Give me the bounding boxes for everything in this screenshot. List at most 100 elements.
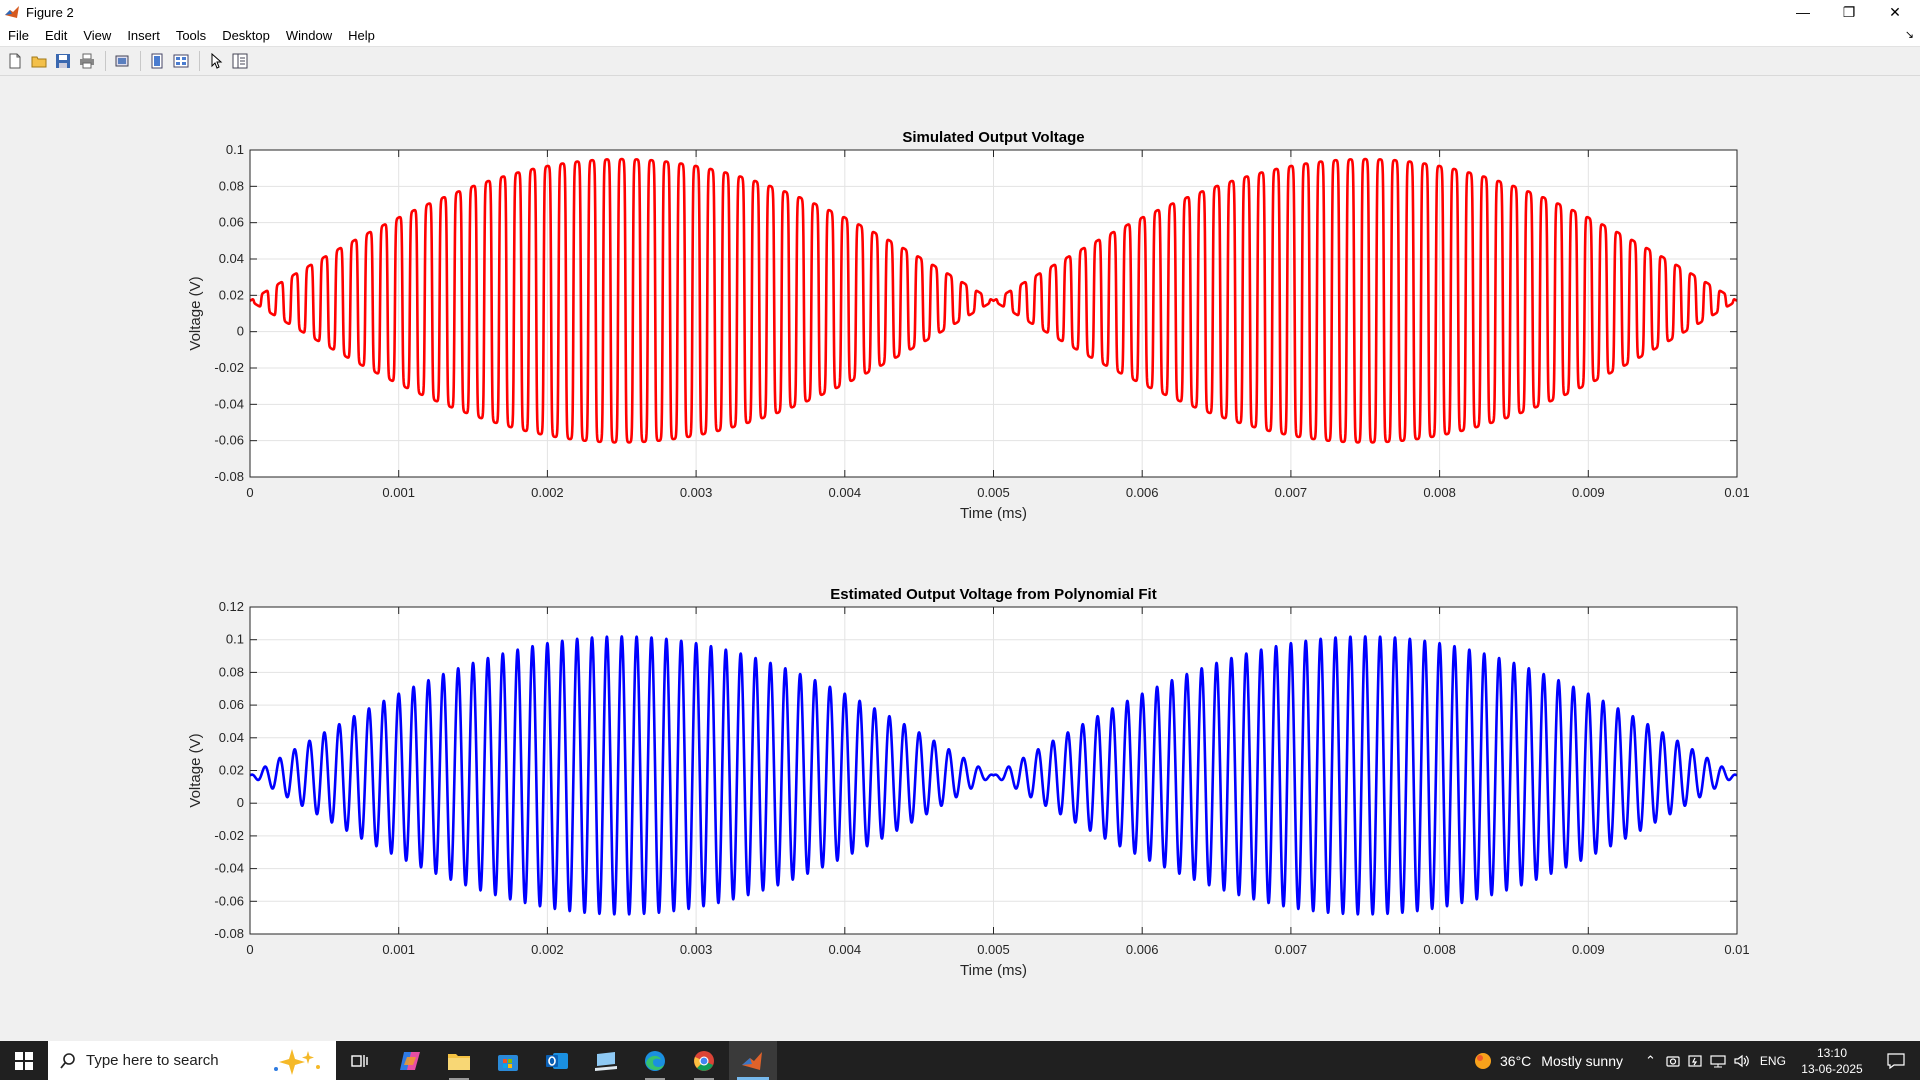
- matlab-icon: [742, 1051, 762, 1070]
- y-tick-label: -0.06: [214, 433, 244, 448]
- axes-1: 0 0.001 0.002 0.003 0.004 0.005 0.006 0.007 0.00…: [187, 129, 1750, 522]
- network-icon[interactable]: [1710, 1054, 1726, 1068]
- menu-view[interactable]: View: [83, 27, 112, 43]
- x-tick-label: 0.009: [1572, 485, 1605, 500]
- x-tick-label: 0.001: [382, 942, 415, 957]
- x-tick-label: 0.007: [1275, 942, 1308, 957]
- edit-plot-arrow-icon: [211, 53, 223, 69]
- minimize-button[interactable]: —: [1780, 0, 1826, 24]
- y-tick-label: 0.06: [219, 697, 244, 712]
- hide-plot-tools-icon: [151, 53, 163, 69]
- notifications-icon: [1887, 1052, 1905, 1069]
- clock-time: 13:10: [1816, 1046, 1848, 1060]
- toolbar-separator: [199, 51, 200, 71]
- property-editor-button[interactable]: [229, 50, 251, 72]
- file-explorer-button[interactable]: [435, 1041, 483, 1080]
- microsoft-store-icon: [498, 1054, 518, 1071]
- chrome-button[interactable]: [680, 1041, 728, 1080]
- remote-desktop-button[interactable]: [582, 1041, 630, 1080]
- x-tick-label: 0.01: [1724, 485, 1749, 500]
- y-tick-label: -0.04: [214, 861, 244, 876]
- menu-edit[interactable]: Edit: [44, 27, 68, 43]
- file-explorer-icon: [448, 1053, 470, 1070]
- outlook-button[interactable]: [533, 1041, 581, 1080]
- weather-sun-icon: [1475, 1052, 1491, 1069]
- show-hidden-icons-icon[interactable]: ⌃: [1645, 1052, 1656, 1068]
- task-view-icon: [351, 1054, 368, 1067]
- windows-logo-icon: [15, 1051, 33, 1070]
- close-button[interactable]: ✕: [1872, 0, 1918, 24]
- remote-desktop-icon: [595, 1051, 617, 1071]
- matlab-taskbar-button[interactable]: [729, 1041, 777, 1080]
- menu-tools[interactable]: Tools: [175, 27, 207, 43]
- series-line: [248, 635, 1739, 916]
- weather-condition: Mostly sunny: [1541, 1052, 1623, 1069]
- battery-charging-icon[interactable]: [1688, 1054, 1702, 1068]
- x-tick-label: 0.006: [1126, 485, 1159, 500]
- x-tick-label: 0.008: [1423, 942, 1456, 957]
- menu-desktop[interactable]: Desktop: [222, 27, 270, 43]
- close-icon: ✕: [1889, 3, 1901, 20]
- hide-plot-tools-button[interactable]: [146, 50, 168, 72]
- property-editor-icon: [232, 53, 248, 69]
- print-button[interactable]: [76, 50, 98, 72]
- print-preview-button[interactable]: [111, 50, 133, 72]
- notifications-button[interactable]: [1872, 1041, 1920, 1080]
- weather-widget[interactable]: 36°C Mostly sunny: [1472, 1041, 1623, 1080]
- y-tick-label: 0.08: [219, 178, 244, 193]
- x-tick-label: 0.005: [977, 485, 1010, 500]
- x-tick-label: 0.008: [1423, 485, 1456, 500]
- taskbar-clock[interactable]: 13:10 13-06-2025: [1796, 1045, 1868, 1077]
- volume-icon[interactable]: [1734, 1054, 1750, 1068]
- y-tick-label: 0.1: [226, 632, 244, 647]
- menu-window[interactable]: Window: [285, 27, 333, 43]
- taskbar-search-box[interactable]: Type here to search: [48, 1041, 336, 1080]
- print-preview-icon: [115, 55, 129, 67]
- chrome-icon: [694, 1050, 714, 1071]
- axes-box: [249, 149, 1738, 478]
- restore-icon: ❐: [1842, 3, 1856, 20]
- copilot-app-button[interactable]: [386, 1041, 434, 1080]
- menu-insert[interactable]: Insert: [127, 27, 160, 43]
- x-tick-label: 0: [246, 485, 253, 500]
- task-view-button[interactable]: [336, 1041, 384, 1080]
- toolbar-separator: [105, 51, 106, 71]
- x-tick-label: 0.002: [531, 942, 564, 957]
- figure-canvas: 0 0.001 0.002 0.003 0.004 0.005 0.006 0.007 0.00…: [0, 77, 1920, 1041]
- open-file-button[interactable]: [28, 50, 50, 72]
- new-figure-button[interactable]: [4, 50, 26, 72]
- restore-button[interactable]: ❐: [1826, 0, 1872, 24]
- print-icon: [80, 53, 94, 69]
- edge-button[interactable]: [631, 1041, 679, 1080]
- search-placeholder: Type here to search: [86, 1052, 219, 1069]
- weather-temperature: 36°C: [1500, 1052, 1532, 1069]
- y-tick-label: 0.06: [219, 215, 244, 230]
- x-tick-label: 0.01: [1724, 942, 1749, 957]
- y-tick-label: 0.1: [226, 142, 244, 157]
- x-tick-label: 0.006: [1126, 942, 1159, 957]
- menu-help[interactable]: Help: [348, 27, 375, 43]
- language-indicator[interactable]: ENG: [1759, 1053, 1786, 1068]
- y-tick-label: -0.04: [214, 396, 244, 411]
- show-plot-tools-button[interactable]: [170, 50, 192, 72]
- start-button[interactable]: [0, 1041, 48, 1080]
- y-tick-label: 0.12: [219, 599, 244, 614]
- menu-file[interactable]: File: [8, 27, 29, 43]
- microsoft-store-button[interactable]: [484, 1041, 532, 1080]
- edge-icon: [645, 1050, 665, 1071]
- y-tick-label: 0.02: [219, 763, 244, 778]
- x-axis-label: Time (ms): [960, 962, 1027, 979]
- windows-taskbar: Type here to search 36°C Mostly sunny ⌃: [0, 1041, 1920, 1080]
- save-button[interactable]: [52, 50, 74, 72]
- y-tick-label: 0.04: [219, 251, 244, 266]
- x-axis-label: Time (ms): [960, 505, 1027, 522]
- edit-plot-button[interactable]: [205, 50, 227, 72]
- y-tick-label: -0.08: [214, 469, 244, 484]
- y-tick-label: -0.02: [214, 828, 244, 843]
- dock-figure-icon[interactable]: ↘: [1904, 29, 1914, 41]
- y-tick-label: 0.08: [219, 664, 244, 679]
- y-tick-label: 0.02: [219, 287, 244, 302]
- x-tick-label: 0.009: [1572, 942, 1605, 957]
- camera-icon[interactable]: [1666, 1054, 1680, 1068]
- outlook-icon: [546, 1052, 568, 1069]
